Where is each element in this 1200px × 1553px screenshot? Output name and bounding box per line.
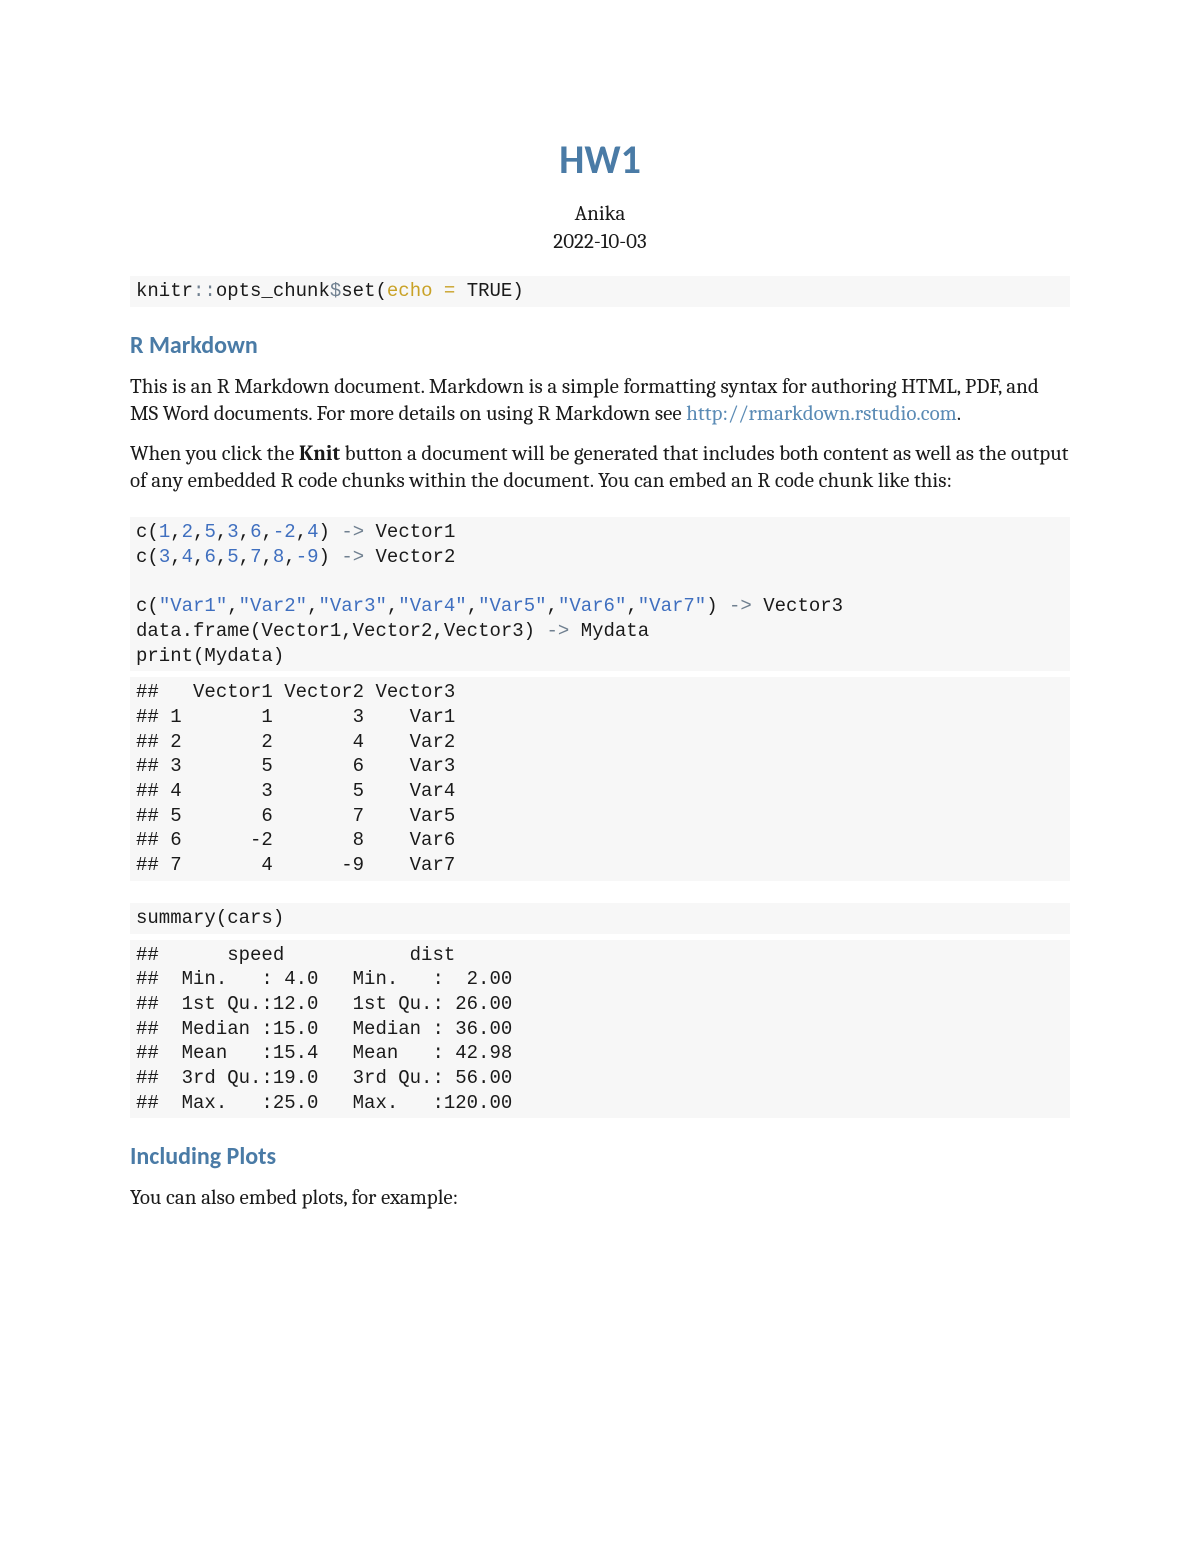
code-token xyxy=(718,595,729,617)
code-token xyxy=(330,546,341,568)
code-token: 4 xyxy=(307,521,318,543)
code-token: , xyxy=(239,546,250,568)
code-token: 6 xyxy=(204,546,215,568)
code-token: ) xyxy=(319,546,330,568)
text-run: . xyxy=(957,402,961,426)
code-token: , xyxy=(626,595,637,617)
code-token: Vector2 xyxy=(376,546,456,568)
paragraph-knit: When you click the Knit button a documen… xyxy=(130,441,1070,495)
paragraph-intro: This is an R Markdown document. Markdown… xyxy=(130,374,1070,428)
code-token: (Vector1,Vector2,Vector3) xyxy=(250,620,535,642)
code-token: , xyxy=(193,521,204,543)
output-mydata: ## Vector1 Vector2 Vector3 ## 1 1 3 Var1… xyxy=(130,677,1070,881)
code-token: data.frame xyxy=(136,620,250,642)
code-token: , xyxy=(284,546,295,568)
code-token: echo = xyxy=(387,280,455,302)
code-token: knitr xyxy=(136,280,193,302)
document-page: HW1 Anika 2022-10-03 knitr::opts_chunk$s… xyxy=(0,0,1200,1553)
code-token: -9 xyxy=(296,546,319,568)
code-token: summary xyxy=(136,907,216,929)
doc-date: 2022-10-03 xyxy=(130,230,1070,254)
code-token: , xyxy=(261,521,272,543)
code-token: "Var2" xyxy=(239,595,307,617)
code-token: -> xyxy=(729,595,752,617)
code-token: 8 xyxy=(273,546,284,568)
code-token: 3 xyxy=(159,546,170,568)
code-token: "Var4" xyxy=(398,595,466,617)
paragraph-plots: You can also embed plots, for example: xyxy=(130,1185,1070,1212)
code-token: , xyxy=(307,595,318,617)
code-token xyxy=(330,521,341,543)
code-token: , xyxy=(467,595,478,617)
section-heading-plots: Including Plots xyxy=(130,1142,1070,1171)
code-token: Vector1 xyxy=(376,521,456,543)
code-token: :: xyxy=(193,280,216,302)
code-token: , xyxy=(170,546,181,568)
code-token: "Var6" xyxy=(558,595,626,617)
code-token: -2 xyxy=(273,521,296,543)
section-heading-rmarkdown: R Markdown xyxy=(130,331,1070,360)
rmarkdown-link[interactable]: http://rmarkdown.rstudio.com xyxy=(686,402,957,426)
code-token: , xyxy=(227,595,238,617)
code-token: (cars) xyxy=(216,907,284,929)
output-summary: ## speed dist ## Min. : 4.0 Min. : 2.00 … xyxy=(130,940,1070,1119)
code-token: 4 xyxy=(182,546,193,568)
code-token: , xyxy=(296,521,307,543)
code-token: "Var1" xyxy=(159,595,227,617)
code-token xyxy=(455,280,466,302)
code-token: opts_chunk xyxy=(216,280,330,302)
code-token xyxy=(752,595,763,617)
code-token: , xyxy=(216,546,227,568)
code-token: ( xyxy=(375,280,386,302)
code-token: $ xyxy=(330,280,341,302)
knit-bold: Knit xyxy=(299,442,340,466)
code-token: c xyxy=(136,546,147,568)
code-token: ( xyxy=(147,546,158,568)
code-chunk-summary: summary(cars) xyxy=(130,903,1070,934)
code-token: , xyxy=(216,521,227,543)
code-token: -> xyxy=(341,546,364,568)
doc-title: HW1 xyxy=(130,135,1070,184)
text-run: When you click the xyxy=(130,442,299,466)
code-chunk-setup: knitr::opts_chunk$set(echo = TRUE) xyxy=(130,276,1070,307)
code-token: -> xyxy=(546,620,569,642)
code-token: 5 xyxy=(227,546,238,568)
code-token xyxy=(535,620,546,642)
code-token: , xyxy=(261,546,272,568)
code-token: , xyxy=(170,521,181,543)
code-token: , xyxy=(239,521,250,543)
code-token: , xyxy=(547,595,558,617)
code-token xyxy=(364,521,375,543)
code-token: c xyxy=(136,521,147,543)
code-token: 1 xyxy=(159,521,170,543)
code-token: "Var5" xyxy=(478,595,546,617)
code-token: 3 xyxy=(227,521,238,543)
code-token: ( xyxy=(147,595,158,617)
code-token: 6 xyxy=(250,521,261,543)
code-token: "Var3" xyxy=(318,595,386,617)
code-token: , xyxy=(193,546,204,568)
code-token: -> xyxy=(341,521,364,543)
code-token: , xyxy=(387,595,398,617)
code-token: set xyxy=(341,280,375,302)
code-token: "Var7" xyxy=(638,595,706,617)
code-token: c xyxy=(136,595,147,617)
code-token: print xyxy=(136,645,193,667)
code-token xyxy=(569,620,580,642)
code-token: Mydata xyxy=(581,620,649,642)
code-token: ) xyxy=(319,521,330,543)
code-token: 5 xyxy=(204,521,215,543)
code-token: ( xyxy=(147,521,158,543)
doc-author: Anika xyxy=(130,202,1070,226)
code-token: 7 xyxy=(250,546,261,568)
code-chunk-vectors: c(1,2,5,3,6,-2,4) -> Vector1 c(3,4,6,5,7… xyxy=(130,517,1070,671)
code-token: ) xyxy=(706,595,717,617)
code-token: Vector3 xyxy=(763,595,843,617)
code-token: 2 xyxy=(182,521,193,543)
code-token: TRUE xyxy=(467,280,513,302)
code-token xyxy=(364,546,375,568)
code-token: (Mydata) xyxy=(193,645,284,667)
code-token: ) xyxy=(512,280,523,302)
